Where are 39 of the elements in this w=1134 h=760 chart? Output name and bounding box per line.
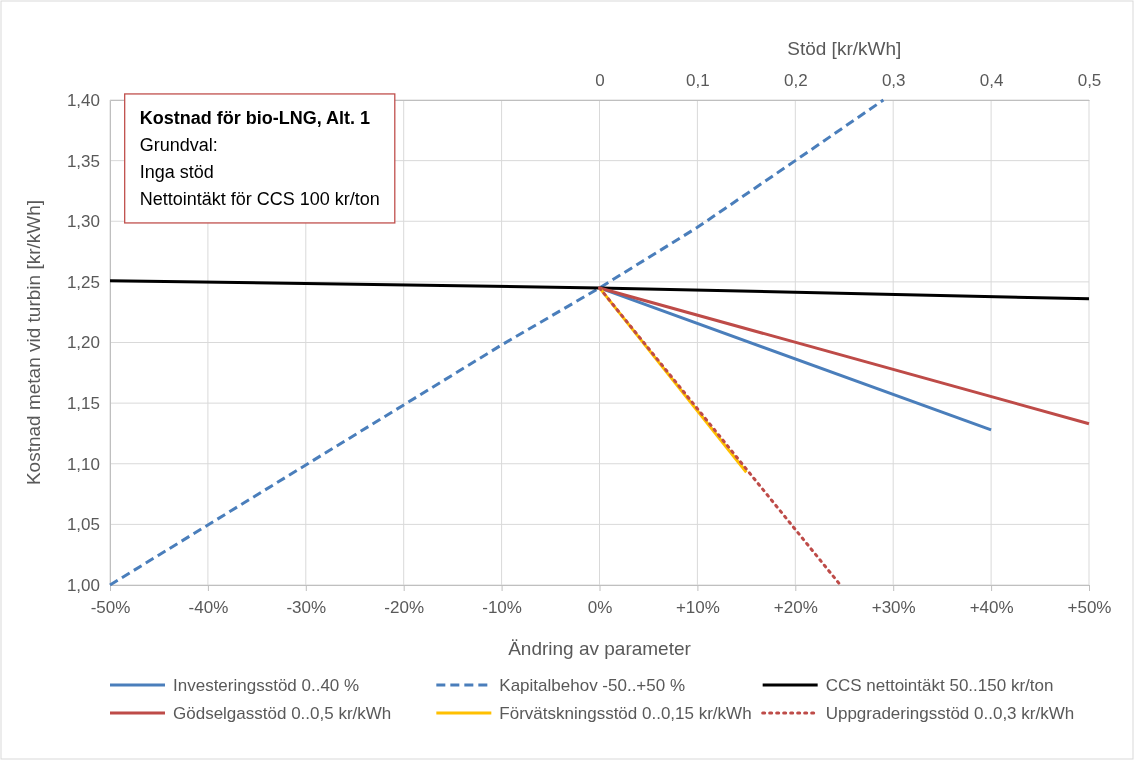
y-tick-label: 1,40 — [66, 90, 100, 110]
y-tick-label: 1,15 — [66, 394, 100, 414]
x-tick-label: -50% — [90, 598, 131, 618]
legend-label: Uppgraderingsstöd 0..0,3 kr/kWh — [825, 704, 1075, 723]
x-tick-label: 0% — [587, 598, 613, 618]
legend-label: Förvätskningsstöd 0..0,15 kr/kWh — [499, 704, 752, 723]
x-tick-label: +10% — [675, 598, 720, 618]
y-tick-label: 1,05 — [66, 515, 100, 535]
x2-tick-label: 0,3 — [881, 71, 906, 90]
x-tick-label: +50% — [1067, 598, 1112, 618]
annotation: Inga stöd — [139, 161, 214, 182]
x-tick-label: +40% — [969, 598, 1014, 618]
x2-axis-title: Stöd [kr/kWh] — [787, 38, 902, 59]
legend-label: Investeringsstöd 0..40 % — [173, 676, 360, 695]
x-tick-label: +30% — [871, 598, 916, 618]
x2-tick-label: 0,5 — [1077, 71, 1102, 90]
y-tick-label: 1,25 — [66, 272, 100, 292]
x-tick-label: +20% — [773, 598, 818, 618]
y-axis-title: Kostnad metan vid turbin [kr/kWh] — [23, 199, 44, 486]
legend-label: Kapitalbehov -50..+50 % — [499, 676, 686, 695]
y-tick-label: 1,10 — [66, 454, 100, 474]
y-tick-label: 1,20 — [66, 333, 100, 353]
y-tick-label: 1,00 — [66, 575, 100, 595]
x2-tick-label: 0,4 — [979, 71, 1004, 90]
y-tick-label: 1,35 — [66, 151, 100, 171]
legend-label: CCS nettointäkt 50..150 kr/ton — [825, 676, 1054, 695]
x2-tick-label: 0 — [595, 71, 605, 90]
y-tick-label: 1,30 — [66, 212, 100, 232]
x2-tick-label: 0,2 — [783, 71, 808, 90]
x-tick-label: -20% — [384, 598, 425, 618]
legend-label: Gödselgasstöd 0..0,5 kr/kWh — [173, 704, 392, 723]
x-tick-label: -10% — [482, 598, 522, 618]
annotation: Grundval: — [139, 134, 218, 155]
x2-tick-label: 0,1 — [686, 71, 710, 90]
x-tick-label: -30% — [286, 598, 327, 618]
x-axis-title: Ändring av parameter — [508, 638, 692, 659]
annotation: Nettointäkt för CCS 100 kr/ton — [139, 188, 380, 209]
annotation: Kostnad för bio-LNG, Alt. 1 — [139, 107, 371, 128]
x-tick-label: -40% — [188, 598, 229, 618]
